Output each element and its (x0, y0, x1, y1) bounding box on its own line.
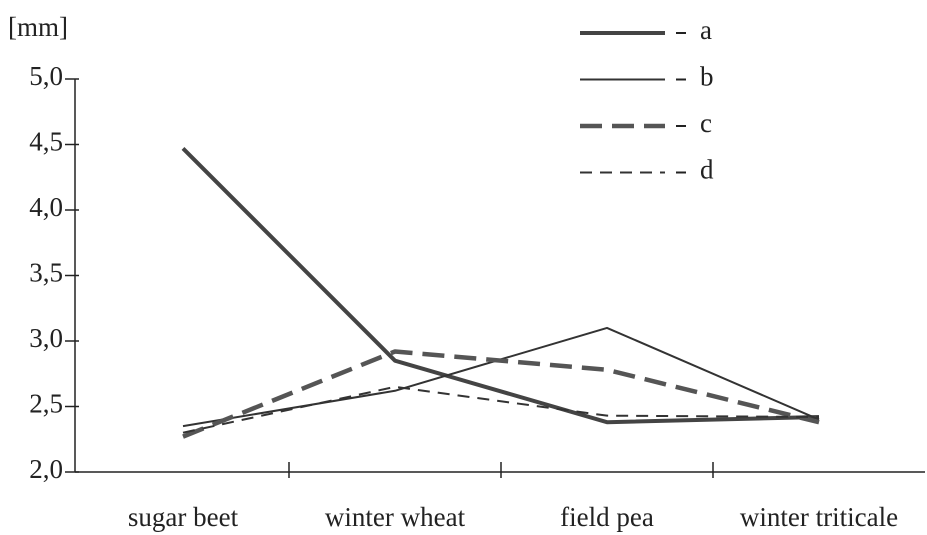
y-tick-label: 3,0 (29, 323, 63, 353)
series-line (182, 326, 820, 428)
x-tick-label: winter wheat (325, 502, 466, 532)
series-line (182, 385, 820, 434)
series-line (181, 147, 820, 425)
y-tick-label: 2,5 (29, 389, 63, 419)
legend-label: a (700, 15, 712, 45)
y-tick-label: 5,0 (29, 61, 63, 91)
x-tick-label: winter triticale (740, 502, 898, 532)
legend-label: c (700, 108, 712, 138)
series-line (182, 349, 820, 439)
x-tick-label: sugar beet (128, 502, 239, 532)
y-tick-label: 3,5 (29, 258, 63, 288)
legend-label: d (700, 155, 714, 185)
y-tick-label: 4,5 (29, 127, 63, 157)
y-axis-label: [mm] (8, 12, 68, 42)
y-tick-label: 2,0 (29, 454, 63, 484)
x-tick-label: field pea (560, 502, 654, 532)
legend-label: b (700, 62, 714, 92)
y-tick-label: 4,0 (29, 192, 63, 222)
